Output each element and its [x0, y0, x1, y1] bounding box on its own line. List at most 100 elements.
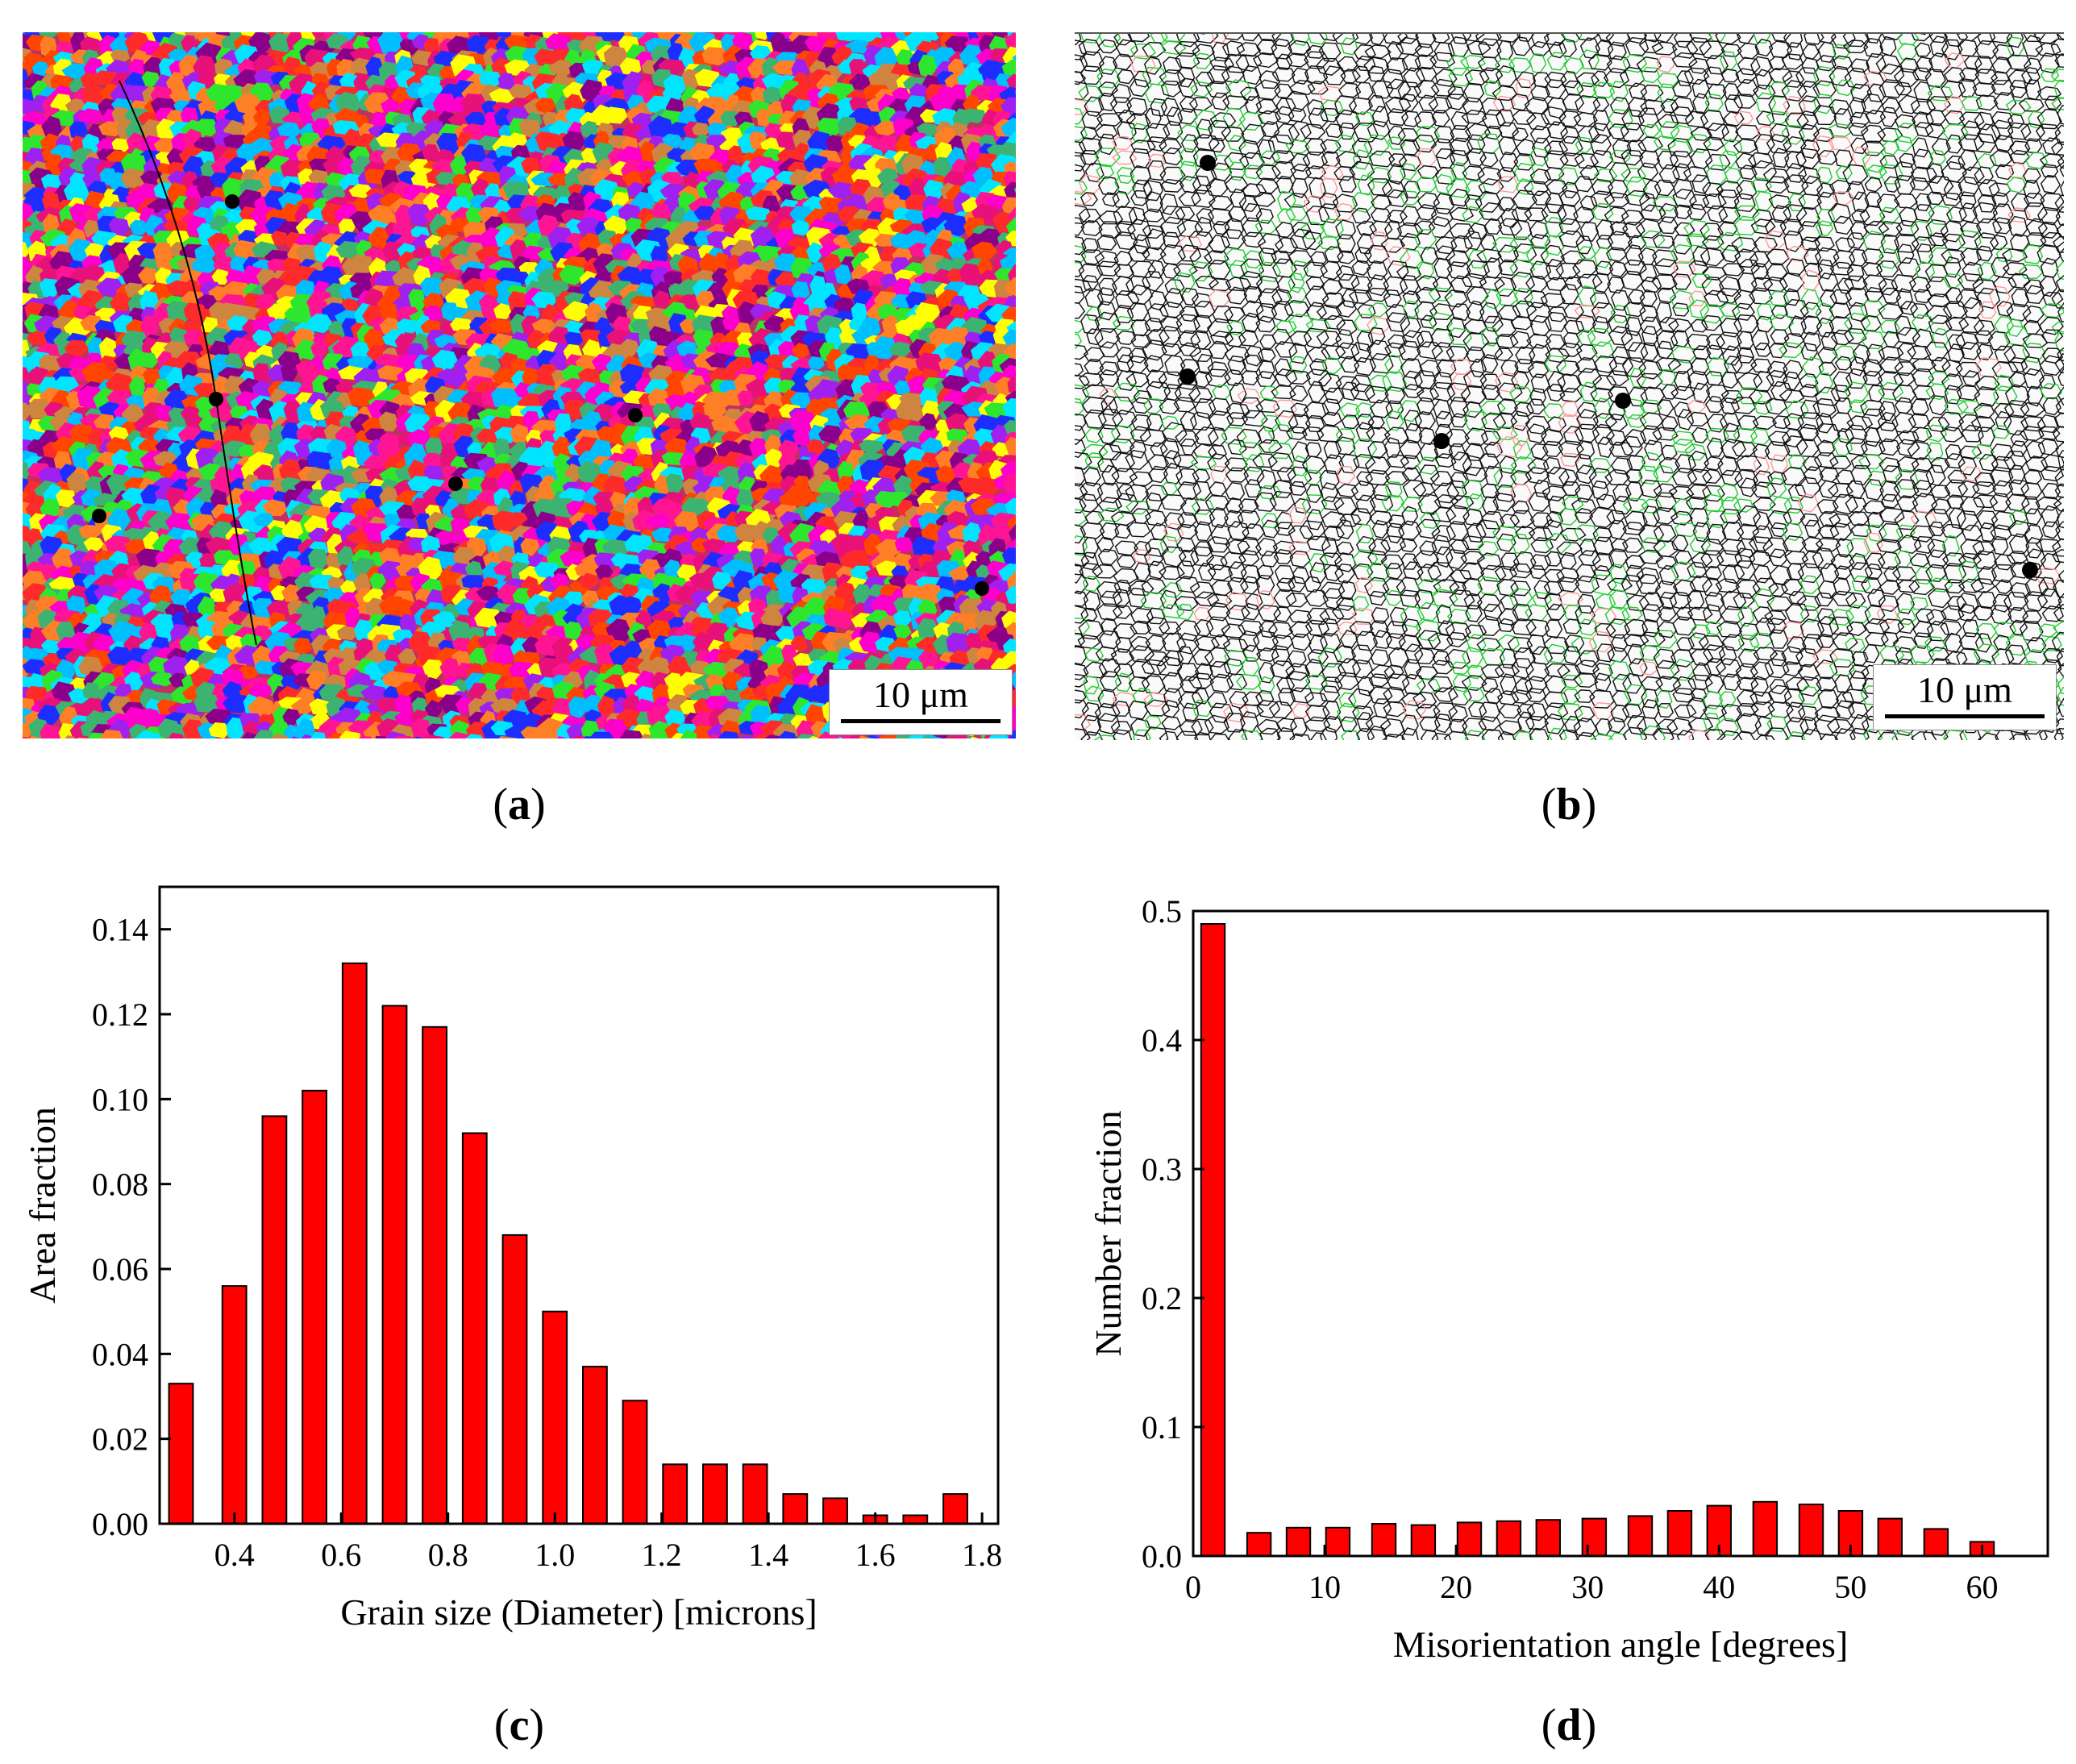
grain-boundary [1382, 69, 1404, 89]
grain [139, 622, 157, 643]
grain-boundary [1592, 81, 1616, 98]
grain-boundary [1723, 110, 1745, 127]
grain [353, 572, 372, 593]
grain-boundary [1176, 67, 1196, 88]
grain [896, 49, 914, 66]
grain [818, 196, 844, 213]
grain [253, 69, 279, 87]
grain [63, 181, 90, 204]
grain [560, 364, 586, 384]
pore [92, 509, 106, 523]
grain [562, 301, 591, 322]
grain [252, 512, 276, 527]
grain [39, 278, 61, 298]
grain [478, 71, 503, 87]
grain [283, 400, 302, 425]
grain [935, 465, 958, 484]
grain [833, 510, 861, 530]
grain [339, 730, 362, 738]
grain [518, 119, 542, 138]
grain-boundary [1382, 34, 1408, 46]
grain-boundary [1145, 107, 1162, 129]
grain-boundary [1371, 80, 1394, 99]
grain-boundary [1178, 77, 1199, 98]
grain-boundary [1715, 34, 1741, 45]
grain [962, 94, 981, 114]
grain [111, 138, 130, 153]
grain-boundary [1944, 67, 1966, 83]
grain [938, 597, 959, 614]
grain-boundary [1256, 38, 1278, 56]
grain [791, 281, 810, 301]
grain-boundary [1929, 35, 1949, 58]
grain [346, 254, 375, 276]
grain-boundary [1195, 71, 1216, 87]
grain [248, 537, 274, 555]
grain [432, 93, 457, 117]
grain-boundary [1334, 109, 1361, 130]
grain-boundary [1993, 91, 2017, 110]
grain [44, 153, 64, 176]
grain [806, 242, 824, 264]
grain [283, 724, 302, 738]
grain [874, 233, 897, 248]
grain-boundary [1541, 106, 1566, 126]
grain-boundary [1160, 98, 1179, 117]
grain-boundary [2023, 57, 2042, 74]
grain [556, 736, 568, 738]
grain-boundary [1125, 112, 1151, 131]
grain-boundary [1768, 67, 1793, 84]
grain [564, 621, 583, 640]
grain [962, 522, 983, 545]
grain-boundary [1619, 66, 1645, 88]
grain-boundary [1943, 34, 1969, 48]
grain [347, 387, 376, 407]
grain-boundary [1117, 69, 1135, 85]
grain [464, 111, 488, 127]
grain [946, 632, 971, 655]
grain-boundary [1769, 56, 1786, 71]
grain [818, 425, 843, 444]
grain [689, 572, 718, 589]
grain [577, 368, 601, 386]
grain-boundary [1926, 95, 1951, 112]
grain [268, 32, 293, 53]
grain [78, 655, 103, 677]
grain-boundary [1130, 43, 1156, 60]
grain-boundary [1530, 34, 1550, 48]
grain [106, 473, 133, 496]
grain-boundary [1111, 83, 1132, 103]
grain [384, 513, 401, 528]
grain [971, 241, 998, 260]
grain [223, 693, 250, 714]
grain [620, 596, 643, 615]
grain [489, 88, 516, 105]
grain [847, 535, 870, 553]
grain-boundary [1075, 98, 1089, 116]
grain [476, 585, 501, 601]
grain [335, 240, 363, 259]
grain-boundary [1928, 52, 1951, 73]
grain [639, 637, 660, 652]
grain-boundary [1163, 56, 1183, 75]
grain-boundary [2035, 42, 2061, 57]
grain [129, 219, 149, 235]
grain [435, 530, 460, 546]
grain [763, 377, 785, 396]
grain [987, 526, 1016, 545]
grain [619, 730, 644, 738]
grain-boundary [1956, 34, 1982, 42]
grain [727, 145, 744, 164]
grain [93, 634, 115, 655]
grain-boundary [1914, 42, 1932, 57]
grain [952, 461, 973, 482]
grain-boundary [1881, 97, 1901, 114]
grain-boundary [1134, 70, 1151, 88]
grain [792, 343, 809, 359]
grain-boundary [1275, 106, 1295, 124]
grain [277, 437, 304, 458]
grain [1005, 32, 1016, 52]
grain [249, 423, 273, 447]
grain-boundary [1463, 82, 1485, 103]
grain [639, 141, 657, 165]
